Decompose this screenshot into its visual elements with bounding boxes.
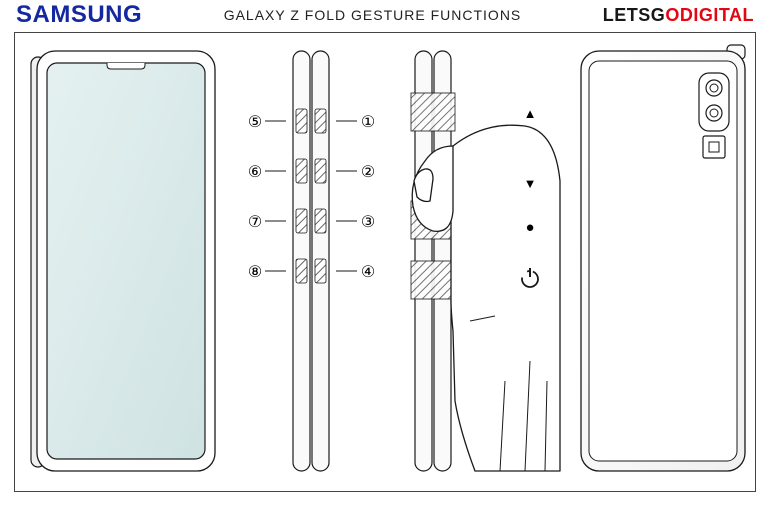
sensor-label-1: ① bbox=[361, 114, 375, 131]
letsgo-logo: LETSGODIGITAL bbox=[603, 5, 754, 26]
header: SAMSUNG GALAXY Z FOLD GESTURE FUNCTIONS … bbox=[0, 0, 770, 30]
sensor-label-4: ④ bbox=[361, 264, 375, 281]
diagram-canvas: ⑤ ⑥ ⑦ ⑧ ① ② ③ ④ bbox=[14, 32, 756, 492]
sensor-label-3: ③ bbox=[361, 214, 375, 231]
phone-back-view bbox=[581, 45, 745, 471]
page-title: GALAXY Z FOLD GESTURE FUNCTIONS bbox=[224, 7, 522, 23]
phone-gesture-view: ▲ ▼ ● bbox=[411, 51, 560, 471]
dot-icon: ● bbox=[525, 219, 534, 236]
samsung-logo: SAMSUNG bbox=[16, 1, 142, 29]
sensor-label-5: ⑤ bbox=[248, 114, 262, 131]
patent-diagram: ⑤ ⑥ ⑦ ⑧ ① ② ③ ④ bbox=[15, 33, 757, 493]
camera-module bbox=[699, 73, 729, 158]
volume-up-icon: ▲ bbox=[524, 106, 537, 121]
sensor-label-8: ⑧ bbox=[248, 264, 262, 281]
phone-front-view bbox=[31, 51, 215, 471]
sensor-label-7: ⑦ bbox=[248, 214, 262, 231]
sensor-label-6: ⑥ bbox=[248, 164, 262, 181]
phone-side-sensors: ⑤ ⑥ ⑦ ⑧ ① ② ③ ④ bbox=[248, 51, 375, 471]
sensor-label-2: ② bbox=[361, 164, 375, 181]
volume-down-icon: ▼ bbox=[524, 176, 537, 191]
